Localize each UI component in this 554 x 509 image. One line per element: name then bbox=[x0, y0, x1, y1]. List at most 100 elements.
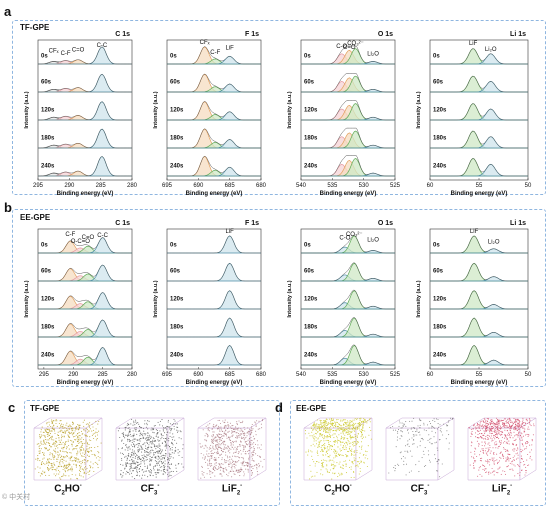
c-cube-c2ho-dot bbox=[47, 432, 49, 434]
c-cube-cf3-dot bbox=[164, 432, 166, 434]
d-cube-c2ho-dot bbox=[317, 444, 319, 446]
c-cube-lif2-dot bbox=[247, 465, 249, 467]
d-cube-lif2-dot bbox=[506, 434, 509, 436]
panel_b-0-row3-envelope bbox=[38, 319, 132, 338]
d-cube-lif2-dot bbox=[496, 463, 499, 465]
c-cube-cf3-dot bbox=[138, 471, 141, 473]
c-cube-cf3-dot bbox=[128, 445, 130, 447]
d-cube-c2ho-dot bbox=[337, 476, 339, 478]
c-cube-c2ho-dot bbox=[69, 457, 71, 460]
c-cube-c2ho-dot bbox=[58, 455, 60, 457]
c-cube-c2ho-dot bbox=[43, 439, 45, 441]
d-cube-c2ho-dot bbox=[350, 452, 353, 455]
c-cube-c2ho-dot bbox=[40, 448, 42, 450]
d-cube-c2ho-dot bbox=[313, 440, 315, 442]
d-cube-lif2-dot bbox=[485, 428, 487, 430]
d-cube-c2ho-dot bbox=[340, 425, 342, 427]
c-cube-cf3-dot bbox=[146, 436, 148, 438]
c-cube-cf3-dot bbox=[137, 422, 139, 424]
c-cube-cf3-dot bbox=[147, 439, 149, 441]
d-cube-c2ho-dot bbox=[314, 432, 316, 434]
c-cube-lif2-dot bbox=[260, 448, 262, 451]
d-cube-lif2-dot bbox=[490, 459, 492, 461]
c-cube-cf3-dot bbox=[128, 452, 130, 455]
c-cube-cf3-dot bbox=[122, 435, 124, 437]
d-cube-lif2-dot bbox=[490, 450, 492, 452]
c-cube-cf3-dot bbox=[134, 462, 136, 464]
c-cube-cf3-dot bbox=[151, 449, 153, 451]
c-cube-lif2-dot bbox=[250, 439, 252, 441]
d-cube-c2ho-dot bbox=[354, 450, 356, 452]
d-cube-lif2-dot bbox=[502, 455, 504, 457]
d-cube-c2ho-dot bbox=[321, 422, 323, 424]
d-cube-cf3-dot bbox=[423, 424, 425, 426]
c-cube-cf3-dot bbox=[132, 453, 134, 455]
d-cube-c2ho-dot bbox=[320, 423, 322, 425]
c-cube-lif2-dot bbox=[225, 460, 227, 462]
c-cube-c2ho-dot bbox=[69, 424, 71, 426]
panel_a-1-time-4: 240s bbox=[170, 163, 184, 169]
d-cube-lif2-dot bbox=[481, 437, 483, 439]
d-cube-lif2-dot bbox=[487, 438, 489, 440]
d-cube-lif2-dot bbox=[509, 432, 512, 434]
c-cube-c2ho-dot bbox=[55, 437, 57, 439]
d-cube-c2ho-dot bbox=[355, 428, 357, 430]
d-cube-lif2-dot bbox=[526, 420, 528, 422]
d-cube-cf3-dot bbox=[448, 420, 450, 422]
d-cube-lif2-dot bbox=[472, 462, 475, 464]
c-cube-cf3-dot bbox=[148, 444, 150, 446]
c-cube-cf3-dot bbox=[130, 435, 132, 437]
c-cube-cf3-dot bbox=[125, 473, 127, 475]
d-cube-lif2-dot bbox=[488, 435, 491, 437]
c-cube-lif2-dot bbox=[220, 453, 223, 455]
c-cube-c2ho-dot bbox=[64, 444, 66, 446]
c-cube-c2ho-dot bbox=[40, 429, 42, 431]
c-cube-cf3-dot bbox=[153, 445, 155, 447]
c-cube-cf3-dot bbox=[164, 465, 166, 468]
d-cube-c2ho-dot bbox=[351, 441, 354, 443]
c-cube-cf3-dot bbox=[153, 438, 155, 440]
d-cube-c2ho-dot bbox=[351, 431, 353, 433]
c-cube-lif2-dot bbox=[245, 461, 247, 463]
d-cube-c2ho-dot bbox=[341, 420, 343, 422]
d-cube-c2ho-dot bbox=[337, 418, 339, 421]
c-cube-c2ho-dot bbox=[80, 446, 82, 448]
c-cube-c2ho-dot bbox=[48, 460, 50, 462]
d-cube-c2ho-dot bbox=[359, 467, 361, 470]
d-cube-c2ho-dot bbox=[341, 473, 343, 475]
d-cube-lif2-dot bbox=[522, 449, 524, 451]
c-cube-lif2-dot bbox=[238, 469, 240, 471]
d-cube-c2ho-dot bbox=[353, 471, 355, 473]
c-cube-lif2-dot bbox=[209, 471, 211, 473]
d-cube-cf3-dot bbox=[394, 467, 396, 469]
c-cube-c2ho-dot bbox=[41, 460, 43, 463]
d-cube-lif2-dot bbox=[505, 448, 507, 451]
c-cube-c2ho-dot bbox=[77, 452, 79, 454]
panel-c-box bbox=[24, 400, 280, 506]
c-cube-c2ho-dot bbox=[48, 424, 51, 426]
d-cube-c2ho-dot bbox=[332, 419, 334, 421]
d-cube-lif2-dot bbox=[516, 444, 518, 446]
c-cube-c2ho-dot bbox=[93, 437, 95, 440]
d-cube-lif2-dot bbox=[497, 461, 499, 463]
c-cube-lif2-dot bbox=[241, 438, 243, 440]
c-cube-c2ho-dot bbox=[44, 446, 46, 449]
d-cube-c2ho-dot bbox=[351, 451, 353, 453]
c-cube-lif2-dot bbox=[222, 435, 224, 437]
d-cube-c2ho-dot bbox=[350, 450, 352, 452]
c-cube-c2ho-dot bbox=[48, 448, 51, 450]
c-cube-lif2-dot bbox=[204, 439, 206, 441]
c-cube-c2ho-dot bbox=[72, 424, 74, 426]
d-cube-c2ho-dot bbox=[359, 422, 361, 424]
c-cube-cf3-dot bbox=[153, 425, 155, 427]
d-cube-lif2-dot bbox=[495, 430, 497, 432]
d-cube-lif2-dot bbox=[488, 424, 490, 426]
c-cube-cf3-dot bbox=[144, 423, 146, 425]
d-cube-cf3-dot bbox=[416, 430, 418, 432]
d-cube-lif2-dot bbox=[526, 418, 528, 420]
c-cube-c2ho-dot bbox=[62, 431, 65, 433]
d-cube-lif2-dot bbox=[517, 418, 519, 420]
c-cube-lif2-dot bbox=[244, 437, 246, 439]
c-cube-lif2-dot bbox=[211, 449, 213, 451]
c-cube-c2ho-dot bbox=[56, 420, 58, 422]
